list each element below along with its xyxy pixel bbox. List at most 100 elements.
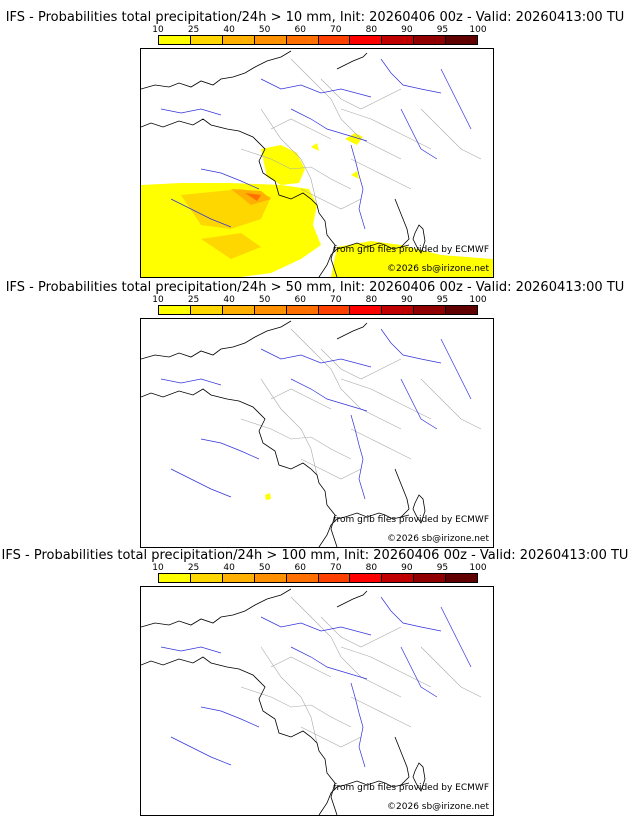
legend-swatch (159, 574, 191, 582)
river (350, 682, 366, 768)
legend-colorbar (158, 305, 478, 315)
coastline (141, 118, 338, 277)
admin-border (290, 596, 402, 698)
admin-border (420, 646, 482, 698)
legend-swatch (222, 574, 255, 582)
admin-border (420, 378, 482, 430)
map-panel-10mm: IFS - Probabilities total precipitation/… (0, 10, 630, 280)
legend-tick-label: 90 (401, 25, 413, 35)
map-panel-50mm: IFS - Probabilities total precipitation/… (0, 280, 630, 550)
admin-border (270, 118, 332, 140)
legend-swatch (446, 306, 478, 314)
river (350, 414, 366, 500)
legend-tick-label: 100 (469, 295, 487, 305)
legend-ticks: 10 25 40 50 60 70 80 90 95 100 (152, 563, 486, 573)
admin-border (270, 388, 332, 410)
panel-title: IFS - Probabilities total precipitation/… (5, 10, 625, 25)
legend-tick-label: 80 (365, 295, 378, 305)
legend-tick-label: 95 (436, 25, 449, 35)
panel-title: IFS - Probabilities total precipitation/… (5, 280, 625, 295)
legend-tick-label: 60 (294, 25, 306, 35)
legend-swatch (350, 36, 383, 44)
coastline (141, 50, 292, 90)
admin-border (350, 696, 412, 728)
precip-probability-area (345, 133, 363, 145)
river (400, 108, 438, 160)
legend-swatch (414, 574, 447, 582)
admin-border (320, 348, 402, 380)
admin-border (260, 646, 318, 744)
admin-border (290, 58, 402, 160)
river (290, 378, 368, 412)
river (440, 338, 472, 400)
legend-swatch (286, 306, 319, 314)
river (160, 378, 222, 386)
legend-colorbar (158, 35, 478, 45)
river (400, 646, 438, 698)
france-map (141, 50, 493, 277)
legend-swatch (159, 306, 191, 314)
map-frame: from grib files provided by ECMWF ©2026 … (140, 318, 494, 548)
river (170, 198, 232, 228)
copyright-credit: ©2026 sb@irizone.net (387, 802, 489, 812)
legend-swatch (382, 36, 415, 44)
coastline (394, 736, 410, 786)
river (170, 468, 232, 498)
river (440, 68, 472, 130)
legend-tick-label: 90 (401, 295, 413, 305)
legend-tick-label: 50 (258, 295, 271, 305)
admin-border (260, 108, 318, 206)
legend-tick-label: 40 (223, 295, 235, 305)
river (290, 108, 368, 142)
legend-swatch (190, 306, 223, 314)
legend-tick-label: 25 (187, 295, 200, 305)
france-map (141, 320, 482, 547)
coastline (318, 512, 410, 547)
admin-border (290, 328, 402, 430)
legend-swatch (382, 306, 415, 314)
legend-tick-label: 40 (223, 563, 235, 573)
coastline (141, 388, 338, 547)
coastline (394, 198, 410, 248)
admin-border (320, 616, 402, 648)
legend-tick-label: 10 (152, 25, 164, 35)
coastline (141, 320, 292, 360)
admin-border (300, 726, 362, 748)
legend-swatch (254, 574, 287, 582)
legend-tick-label: 80 (365, 563, 378, 573)
coastline (141, 656, 338, 815)
river (200, 438, 260, 460)
admin-border (350, 158, 412, 190)
legend-tick-label: 40 (223, 25, 235, 35)
coastline (318, 780, 410, 815)
corsica-coastline (412, 494, 426, 524)
coastline (318, 242, 410, 277)
legend-tick-label: 70 (330, 563, 342, 573)
legend-swatch (350, 574, 383, 582)
legend-swatch (446, 36, 478, 44)
legend-ticks: 10 25 40 50 60 70 80 90 95 100 (152, 295, 486, 305)
admin-border (320, 78, 402, 110)
legend-swatch (382, 574, 415, 582)
legend-tick-label: 95 (436, 295, 449, 305)
admin-border (350, 428, 412, 460)
river (350, 144, 366, 230)
legend-tick-label: 70 (330, 295, 342, 305)
admin-border (240, 418, 352, 460)
river (260, 616, 372, 636)
legend-tick-label: 90 (401, 563, 413, 573)
legend-tick-label: 10 (152, 563, 164, 573)
precip-probability-area (265, 493, 271, 500)
legend-colorbar (158, 573, 478, 583)
coastline (336, 590, 368, 608)
legend-swatch (222, 36, 255, 44)
admin-border (240, 148, 352, 190)
legend-swatch (286, 36, 319, 44)
copyright-credit: ©2026 sb@irizone.net (387, 534, 489, 544)
map-frame: from grib files provided by ECMWF ©2026 … (140, 586, 494, 816)
legend-swatch (414, 36, 447, 44)
river (160, 646, 222, 654)
legend-tick-label: 100 (469, 25, 487, 35)
coastline (336, 52, 368, 70)
river (260, 78, 372, 98)
